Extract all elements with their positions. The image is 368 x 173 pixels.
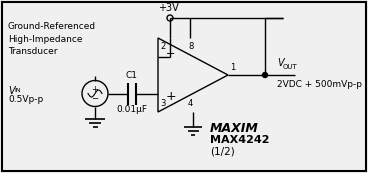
Text: 0.01μF: 0.01μF xyxy=(117,106,148,115)
Text: IN: IN xyxy=(14,88,21,93)
Text: C1: C1 xyxy=(126,71,138,80)
Text: MAXIM: MAXIM xyxy=(210,122,259,135)
Text: Ground-Referenced
High-Impedance
Transducer: Ground-Referenced High-Impedance Transdu… xyxy=(8,22,96,56)
Text: (1/2): (1/2) xyxy=(210,146,235,156)
Text: MAX4242: MAX4242 xyxy=(210,135,269,145)
Circle shape xyxy=(262,72,268,78)
Text: 2VDC + 500mVp-p: 2VDC + 500mVp-p xyxy=(277,80,362,89)
Text: −: − xyxy=(166,49,176,59)
Text: −: − xyxy=(92,94,99,103)
Text: 2: 2 xyxy=(160,42,165,51)
Text: 1: 1 xyxy=(230,63,235,72)
Text: 4: 4 xyxy=(188,99,193,108)
Text: V: V xyxy=(277,58,284,68)
Text: 3: 3 xyxy=(160,99,165,108)
Text: V: V xyxy=(8,85,15,95)
Text: OUT: OUT xyxy=(283,64,298,70)
Text: 8: 8 xyxy=(188,42,193,51)
Text: +3V: +3V xyxy=(158,3,178,13)
Text: 0.5Vp-p: 0.5Vp-p xyxy=(8,94,43,103)
Text: +: + xyxy=(92,85,98,94)
Text: +: + xyxy=(166,89,177,102)
